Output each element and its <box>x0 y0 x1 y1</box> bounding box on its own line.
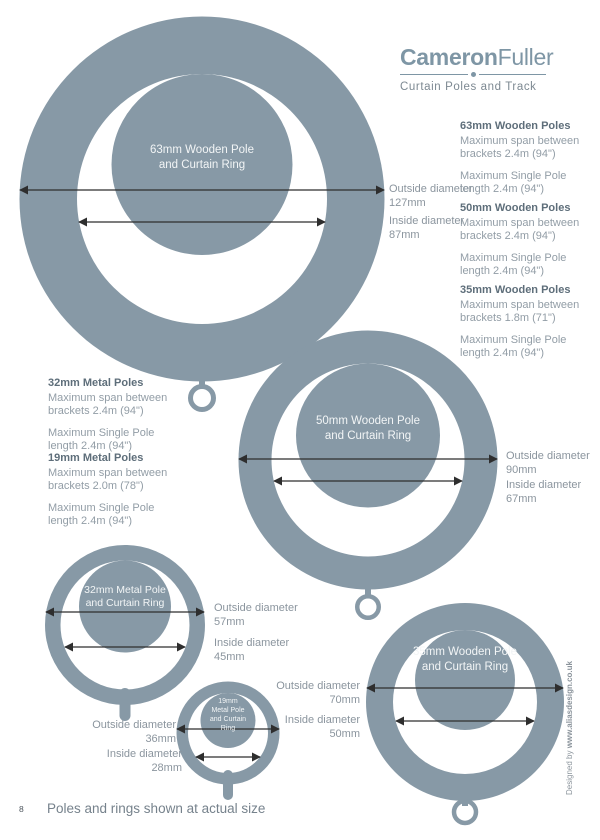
spec-title: 50mm Wooden Poles <box>460 202 571 214</box>
dim-value: 70mm <box>329 693 360 706</box>
spec-title: 63mm Wooden Poles <box>460 120 571 132</box>
logo-subtitle: Curtain Poles and Track <box>400 81 537 93</box>
footer-note: Poles and rings shown at actual size <box>47 801 266 816</box>
divider-line <box>400 73 468 76</box>
ring-32mm-metal-graphic <box>45 545 205 721</box>
dim-label: Outside diameter <box>389 183 473 195</box>
spec-max-span: Maximum span between brackets 1.8m (71") <box>460 298 580 325</box>
pole-label-32mm: 32mm Metal Pole and Curtain Ring <box>84 584 166 609</box>
spec-max-single-pole: Maximum Single Pole length 2.4m (94") <box>460 333 567 360</box>
ring-35mm-wooden-graphic <box>366 603 564 826</box>
ring-tab <box>119 688 131 721</box>
credit-url: www.aliasdesign.co.uk <box>565 661 574 749</box>
eyelet-stem <box>365 580 371 596</box>
eyelet-stem <box>199 372 205 388</box>
logo: CameronFuller Curtain Poles and Track <box>400 44 554 93</box>
ring-50mm-wooden-graphic <box>238 330 498 620</box>
dim-value: 67mm <box>506 492 537 505</box>
dim-label: Inside diameter <box>506 479 582 491</box>
eyelet-loop-icon <box>355 594 381 620</box>
eyelet-loop-icon <box>188 384 216 412</box>
design-credit: Designed by www.aliasdesign.co.uk <box>565 595 575 795</box>
dimension-arrows <box>19 185 564 762</box>
pole-label-63mm: 63mm Wooden Pole and Curtain Ring <box>150 144 254 171</box>
dim-outside-63mm: Outside diameter 127mm <box>389 183 473 210</box>
dim-outside-50mm: Outside diameter 90mm <box>506 450 590 477</box>
spec-19mm-metal-poles: 19mm Metal Poles Maximum span between br… <box>48 452 172 537</box>
logo-wordmark: CameronFuller <box>400 44 554 70</box>
pole-label-50mm: 50mm Wooden Pole and Curtain Ring <box>316 415 420 442</box>
credit-prefix: Designed by <box>565 748 574 795</box>
dim-label: Inside diameter <box>214 637 290 649</box>
spec-max-single-pole: Maximum Single Pole length 2.4m (94") <box>460 251 567 278</box>
spec-32mm-metal-poles: 32mm Metal Poles Maximum span between br… <box>48 377 172 462</box>
spec-max-single-pole: Maximum Single Pole length 2.4m (94") <box>48 501 155 528</box>
dim-outside-19mm: Outside diameter 36mm <box>88 719 176 746</box>
spec-35mm-wooden-poles: 35mm Wooden Poles Maximum span between b… <box>460 284 584 369</box>
dim-inside-19mm: Inside diameter 28mm <box>94 748 182 775</box>
dim-value: 28mm <box>151 761 182 774</box>
spec-max-span: Maximum span between brackets 2.4m (94") <box>48 391 168 418</box>
spec-max-single-pole: Maximum Single Pole length 2.4m (94") <box>48 426 155 453</box>
dim-value: 57mm <box>214 615 245 628</box>
spec-63mm-wooden-poles: 63mm Wooden Poles Maximum span between b… <box>460 120 584 205</box>
pole-label-35mm: 35mm Wooden Pole and Curtain Ring <box>413 646 517 673</box>
eyelet-stem <box>462 790 468 806</box>
dim-outside-32mm: Outside diameter 57mm <box>214 602 298 629</box>
dim-inside-50mm: Inside diameter 67mm <box>506 479 581 506</box>
divider-line <box>478 73 546 76</box>
dim-value: 36mm <box>145 732 176 745</box>
pole-circle <box>415 630 515 730</box>
pole-circle <box>200 693 256 748</box>
eyelet-loop-icon <box>451 798 479 826</box>
dim-inside-32mm: Inside diameter 45mm <box>214 637 289 664</box>
logo-divider <box>400 72 546 77</box>
spec-max-span: Maximum span between brackets 2.4m (94") <box>460 134 580 161</box>
ring-63mm-wooden-graphic <box>19 16 385 412</box>
spec-50mm-wooden-poles: 50mm Wooden Poles Maximum span between b… <box>460 202 584 287</box>
dim-value: 50mm <box>329 727 360 740</box>
dim-value: 127mm <box>389 196 426 209</box>
spec-max-span: Maximum span between brackets 2.0m (78") <box>48 466 168 493</box>
dim-label: Inside diameter <box>106 748 182 760</box>
dim-inside-63mm: Inside diameter 87mm <box>389 215 464 242</box>
pole-circle <box>79 560 171 653</box>
dim-label: Inside diameter <box>284 714 360 726</box>
pole-circle <box>111 74 293 255</box>
logo-brand-light: Fuller <box>497 44 554 70</box>
dim-label: Outside diameter <box>506 450 590 462</box>
spec-title: 32mm Metal Poles <box>48 377 144 389</box>
dim-inside-35mm: Inside diameter 50mm <box>272 714 360 741</box>
dim-value: 45mm <box>214 650 245 663</box>
logo-brand-bold: Cameron <box>400 44 498 70</box>
page-number: 8 <box>19 804 24 814</box>
dim-label: Inside diameter <box>389 215 465 227</box>
dim-value: 90mm <box>506 463 537 476</box>
spec-title: 35mm Wooden Poles <box>460 284 571 296</box>
spec-max-single-pole: Maximum Single Pole length 2.4m (94") <box>460 169 567 196</box>
dim-label: Outside diameter <box>214 602 298 614</box>
pole-circle <box>296 363 440 508</box>
dim-outside-35mm: Outside diameter 70mm <box>272 680 360 707</box>
dim-label: Outside diameter <box>92 719 176 731</box>
dim-value: 87mm <box>389 228 420 241</box>
ring-tab <box>223 770 233 800</box>
spec-max-span: Maximum span between brackets 2.4m (94") <box>460 216 580 243</box>
dim-label: Outside diameter <box>276 680 360 692</box>
pole-label-19mm: 19mm Metal Pole and Curtain Ring <box>209 698 247 732</box>
divider-dot-icon <box>470 72 476 77</box>
spec-title: 19mm Metal Poles <box>48 452 144 464</box>
